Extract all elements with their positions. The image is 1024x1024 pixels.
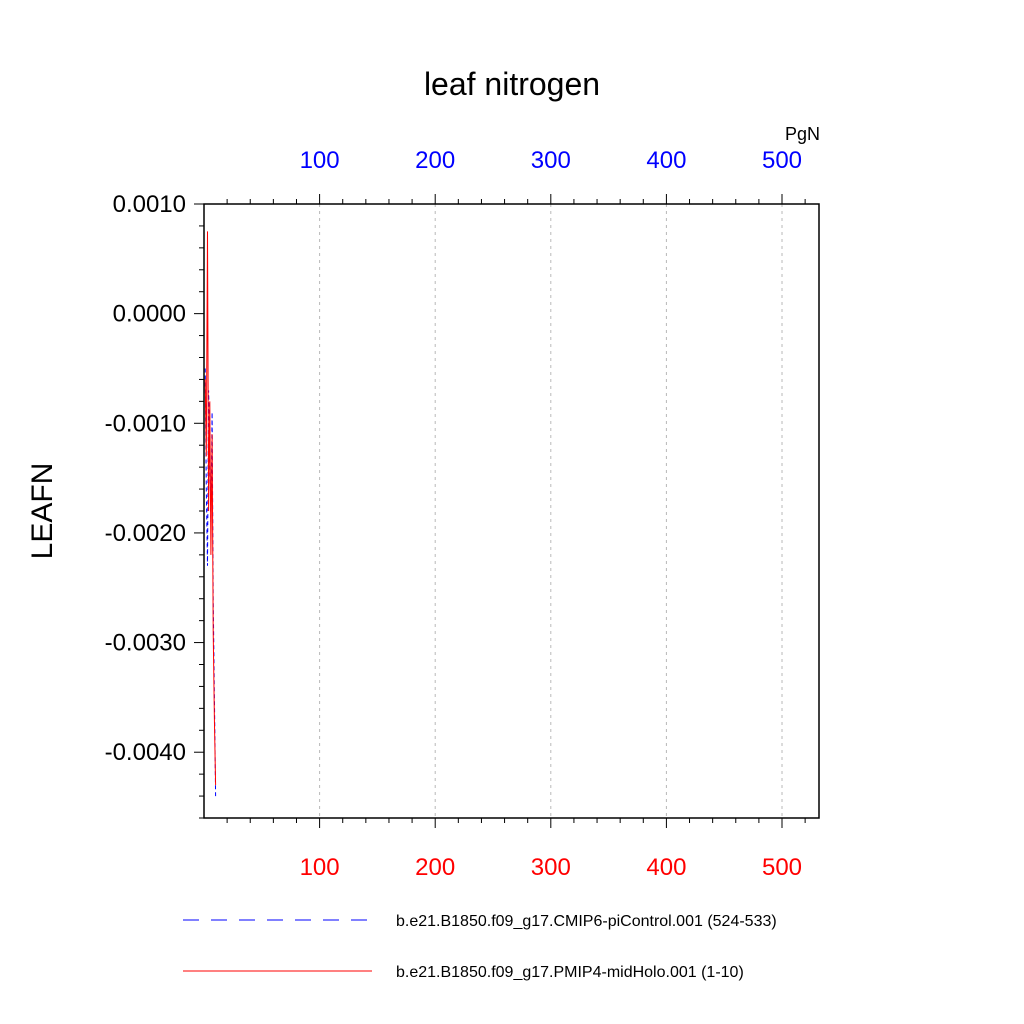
x-top-tick-label: 300 xyxy=(531,147,571,174)
y-tick-label: -0.0030 xyxy=(105,630,186,657)
series-lines xyxy=(204,231,217,797)
x-bottom-tick-label: 500 xyxy=(762,854,802,881)
legend-label-1: b.e21.B1850.f09_g17.CMIP6-piControl.001 … xyxy=(396,913,777,930)
y-tick-label: 0.0010 xyxy=(113,191,186,218)
x-top-tick-label: 500 xyxy=(762,147,802,174)
tick-labels: 0.0010 0.0000 -0.0010 -0.0020 -0.0030 -0.0040… xyxy=(105,147,802,881)
y-axis-label: LEAFN xyxy=(26,463,59,560)
x-bottom-tick-label: 200 xyxy=(415,854,455,881)
series-line-2 xyxy=(204,231,217,786)
x-bottom-tick-label: 100 xyxy=(300,854,340,881)
axis-ticks xyxy=(194,194,806,828)
x-top-tick-label: 400 xyxy=(646,147,686,174)
x-bottom-tick-label: 300 xyxy=(531,854,571,881)
legend: b.e21.B1850.f09_g17.CMIP6-piControl.001 … xyxy=(183,913,777,981)
top-axis-units: PgN xyxy=(785,124,820,144)
legend-label-2: b.e21.B1850.f09_g17.PMIP4-midHolo.001 (1… xyxy=(396,964,744,981)
y-tick-label: -0.0040 xyxy=(105,739,186,766)
x-top-tick-label: 100 xyxy=(300,147,340,174)
grid xyxy=(319,204,783,818)
y-tick-label: -0.0010 xyxy=(105,410,186,437)
x-bottom-tick-label: 400 xyxy=(646,854,686,881)
chart-title: leaf nitrogen xyxy=(424,66,600,102)
x-top-tick-label: 200 xyxy=(415,147,455,174)
y-tick-label: -0.0020 xyxy=(105,520,186,547)
y-tick-label: 0.0000 xyxy=(113,301,186,328)
plot-frame xyxy=(203,203,820,819)
